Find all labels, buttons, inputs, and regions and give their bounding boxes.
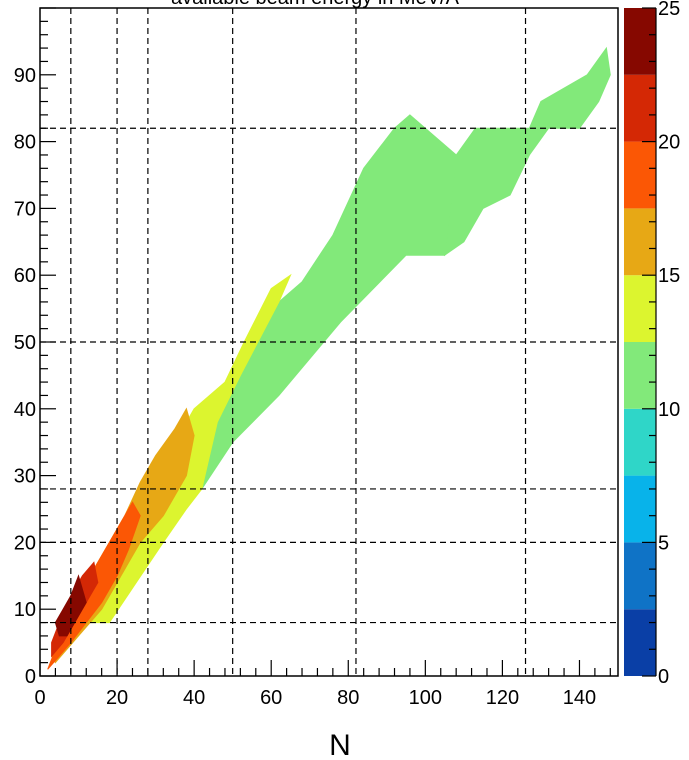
plot-area: 0 20 40 60 80 100 120 140 0 10 20 30 40 50 60 70 80 90 [14,7,619,709]
x-axis-label: N [329,729,351,760]
y-tick-label: 30 [14,466,36,488]
x-axis: 0 20 40 60 80 100 120 140 [34,660,611,709]
x-tick-label: 20 [106,687,128,709]
y-tick-label: 90 [14,65,36,87]
x-tick-label: 60 [260,687,282,709]
y-tick-label: 10 [14,599,36,621]
x-tick-label: 140 [563,687,596,709]
y-axis: 0 10 20 30 40 50 60 70 80 90 [14,7,56,688]
x-tick-label: 0 [34,687,45,709]
colorbar-tick-label: 25 [658,0,680,20]
x-tick-label: 40 [183,687,205,709]
colorbar-tick-label: 10 [658,399,680,421]
colorbar-bin-3 [624,408,656,476]
y-tick-label: 70 [14,198,36,220]
colorbar-bin-1 [624,542,656,610]
x-tick-label: 100 [409,687,442,709]
heatmap-region-1 [201,114,457,490]
colorbar-bin-0 [624,609,656,676]
colorbar-bin-4 [624,342,656,409]
colorbar-bin-5 [624,275,656,342]
chart-title: available beam energy in MeV/A [171,0,460,9]
y-tick-label: 60 [14,265,36,287]
colorbar-tick-label: 20 [658,132,680,154]
colorbar-tick-label: 5 [658,532,669,554]
y-tick-label: 0 [25,666,36,688]
colorbar-bin-6 [624,208,656,276]
colorbar-bin-9 [624,8,656,75]
magic-number-grid [40,8,618,676]
colorbar-bin-8 [624,74,656,142]
heatmap-regions [47,46,611,670]
colorbar-bin-7 [624,141,656,209]
colorbar-bin-2 [624,475,656,543]
heatmap-region-0 [443,46,611,257]
x-tick-label: 120 [486,687,519,709]
y-tick-label: 50 [14,332,36,354]
y-tick-label: 80 [14,132,36,154]
colorbar: 0 5 10 15 20 25 [624,0,680,688]
y-tick-label: 20 [14,532,36,554]
colorbar-tick-label: 15 [658,265,680,287]
colorbar-tick-label: 0 [658,666,669,688]
x-tick-label: 80 [337,687,359,709]
y-tick-label: 40 [14,399,36,421]
